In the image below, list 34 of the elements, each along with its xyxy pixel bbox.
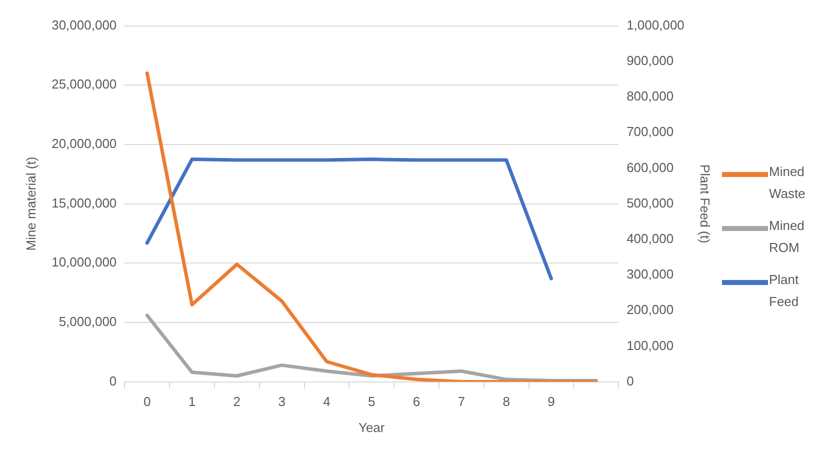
x-axis-title: Year xyxy=(358,420,386,435)
x-tick-label: 2 xyxy=(233,394,241,410)
y2-tick-label: 500,000 xyxy=(626,195,674,210)
y-tick-label: 5,000,000 xyxy=(58,314,117,330)
x-tick-label: 7 xyxy=(458,394,466,410)
x-tick-label: 9 xyxy=(548,394,555,410)
y-tick-label: 30,000,000 xyxy=(52,17,117,32)
legend-label: Mined ROM xyxy=(769,217,806,257)
x-tick-label: 3 xyxy=(278,394,286,410)
y2-tick-label: 300,000 xyxy=(626,266,674,282)
y-tick-label: 15,000,000 xyxy=(52,195,117,210)
y2-tick-label: 400,000 xyxy=(626,230,674,246)
y2-tick-label: 900,000 xyxy=(626,52,674,68)
x-tick-label: 1 xyxy=(188,394,196,410)
x-tick-label: 4 xyxy=(323,394,330,410)
y2-tick-label: 700,000 xyxy=(626,124,674,140)
y2-tick-label: 200,000 xyxy=(626,302,674,318)
y-tick-label: 0 xyxy=(109,373,117,388)
y2-tick-label: 1,000,000 xyxy=(626,17,684,32)
y-tick-label: 20,000,000 xyxy=(52,136,117,152)
y2-tick-label: 600,000 xyxy=(626,160,674,175)
y2-tick-label: 0 xyxy=(626,373,634,388)
y2-axis-title: Plant Feed (t) xyxy=(698,164,713,244)
x-tick-label: 5 xyxy=(368,394,376,410)
y2-tick-label: 800,000 xyxy=(626,88,674,104)
x-tick-label: 8 xyxy=(502,394,510,410)
y-tick-label: 25,000,000 xyxy=(52,76,117,92)
x-tick-label: 0 xyxy=(143,394,151,410)
y-tick-label: 10,000,000 xyxy=(52,254,117,270)
y2-tick-label: 100,000 xyxy=(626,338,674,353)
legend-label: Plant Feed xyxy=(769,271,800,311)
x-tick-label: 6 xyxy=(412,394,420,410)
y-axis-title: Mine material (t) xyxy=(23,156,38,251)
legend-label: Mined Waste xyxy=(769,163,806,203)
